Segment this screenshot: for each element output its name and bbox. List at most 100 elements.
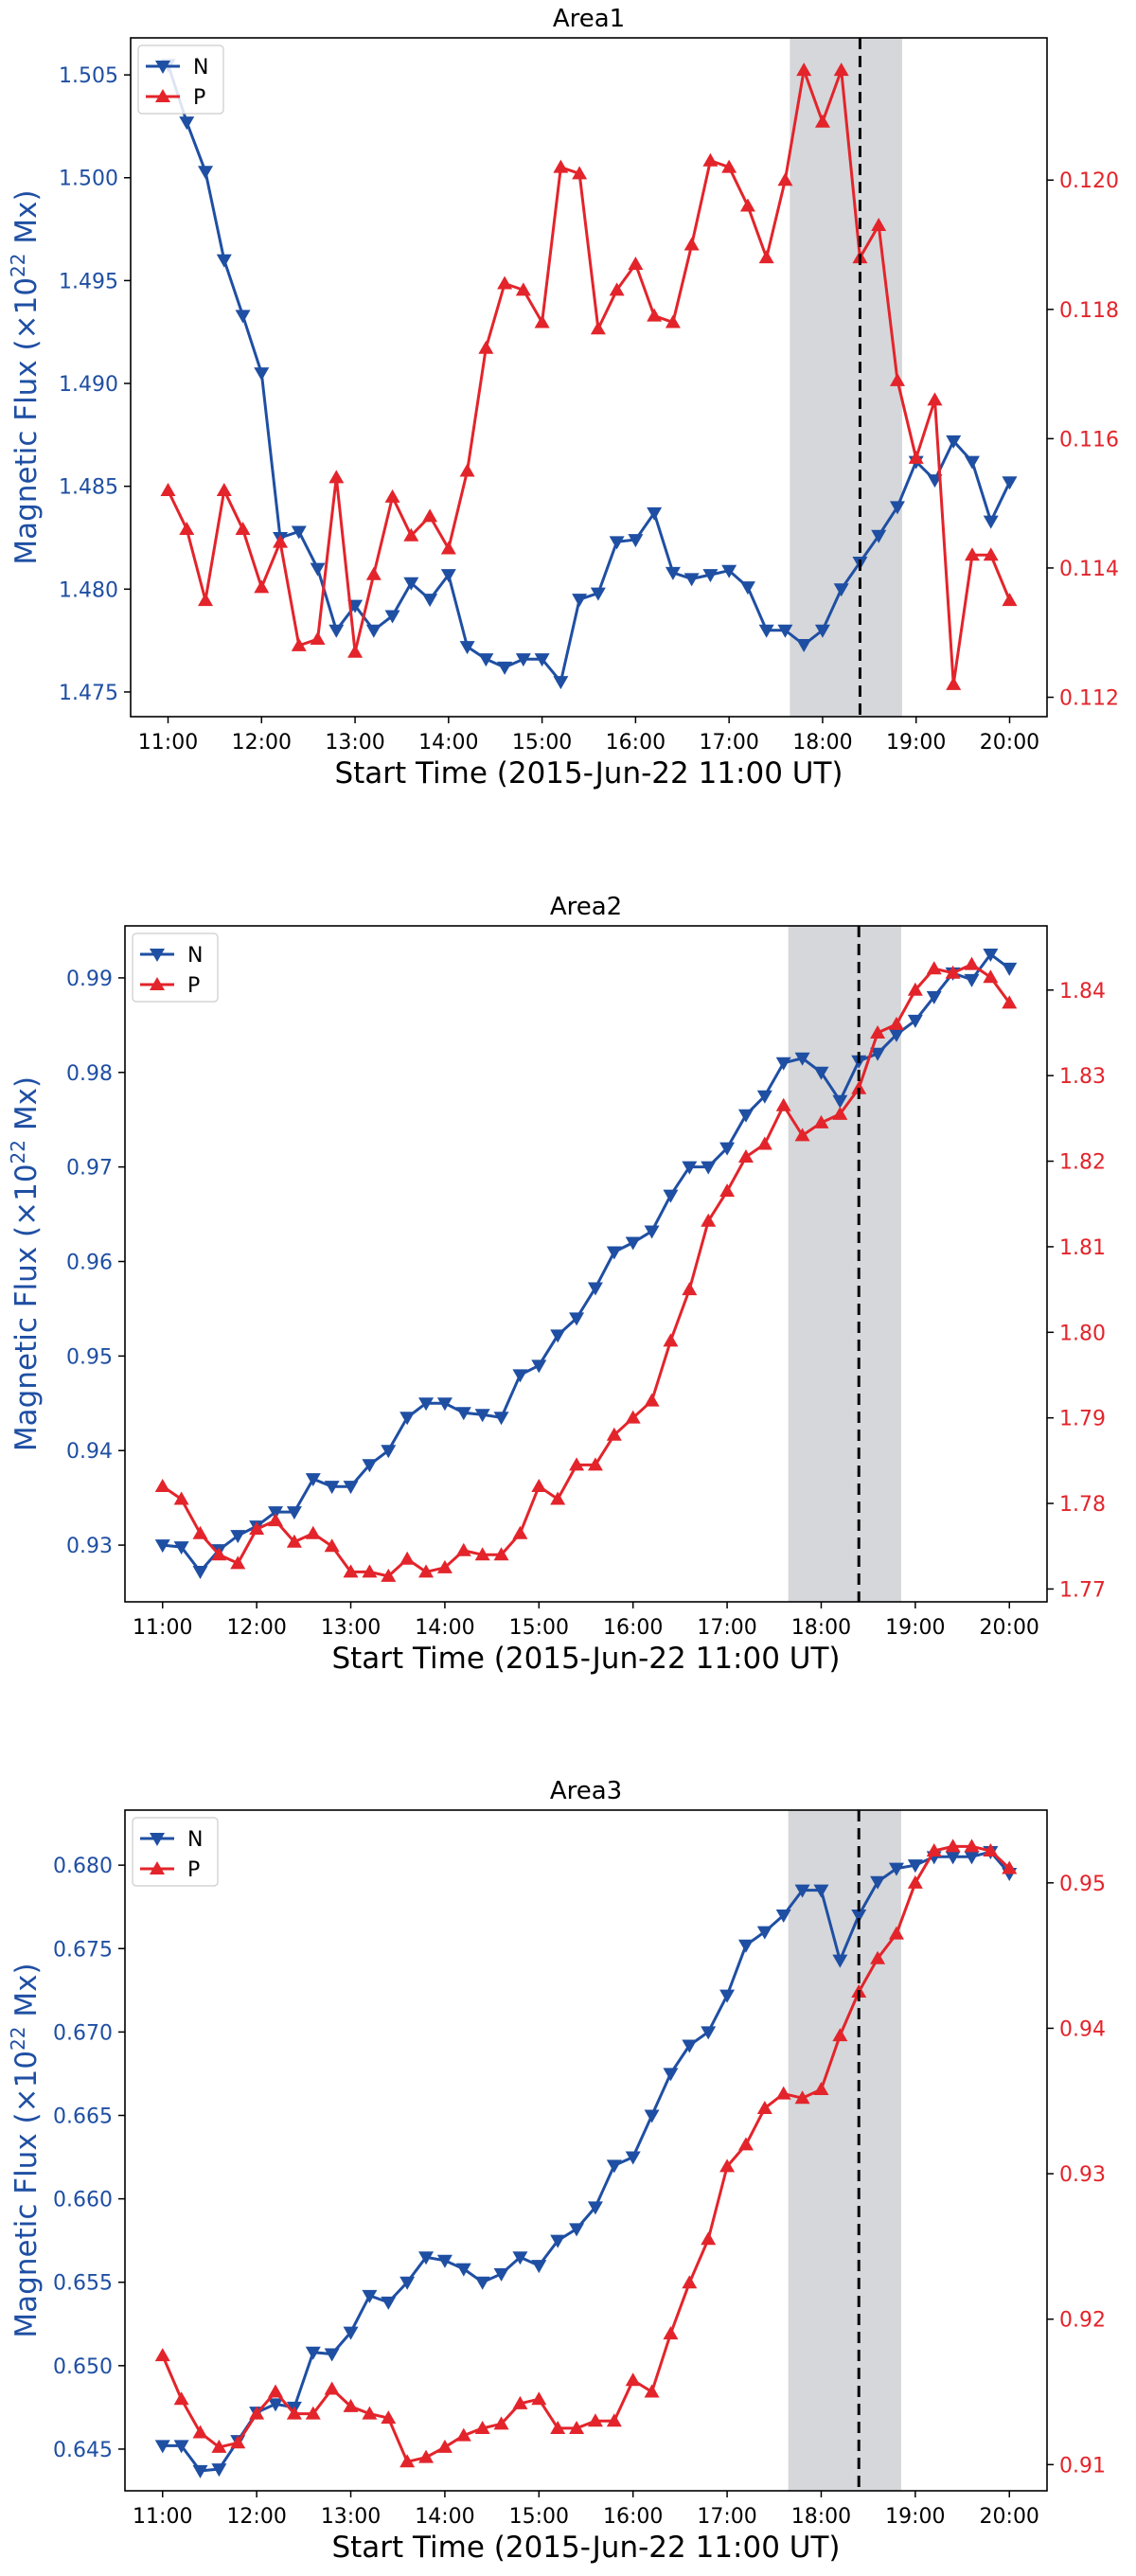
marker-N-23: [587, 2201, 603, 2215]
y-left-tick-label: 0.98: [66, 1062, 113, 1086]
marker-N-33: [775, 1910, 791, 1924]
marker-P-19: [515, 282, 531, 296]
y-left-tick-label: 0.96: [66, 1252, 113, 1275]
marker-P-6: [268, 1513, 284, 1527]
y-left-tick-label: 0.675: [53, 1938, 113, 1962]
marker-N-4: [235, 310, 251, 324]
x-tick-label: 12:00: [226, 2505, 286, 2529]
y-right-tick-label: 0.114: [1059, 558, 1119, 581]
marker-N-14: [418, 2251, 435, 2265]
marker-N-29: [701, 1161, 717, 1175]
marker-N-43: [964, 1851, 980, 1865]
marker-N-14: [422, 594, 438, 608]
marker-P-27: [663, 1333, 679, 1347]
marker-P-36: [832, 1106, 848, 1120]
legend-box: [132, 933, 219, 1003]
marker-P-30: [719, 1183, 736, 1198]
y-axis-label-suffix: Mx): [9, 1076, 44, 1140]
marker-P-9: [324, 1538, 340, 1553]
marker-N-44: [983, 515, 999, 529]
legend-label-P: P: [187, 974, 200, 998]
y-right-tick-label: 1.80: [1059, 1322, 1106, 1345]
marker-N-24: [606, 2159, 622, 2174]
marker-N-20: [531, 1359, 547, 1374]
legend-label-P: P: [187, 1858, 200, 1882]
marker-N-25: [628, 534, 644, 548]
marker-P-39: [889, 372, 905, 386]
marker-P-9: [328, 470, 345, 484]
y-left-tick-label: 0.670: [53, 2021, 113, 2045]
marker-N-15: [440, 569, 456, 583]
marker-N-32: [756, 1090, 772, 1104]
marker-N-9: [328, 624, 345, 638]
marker-P-14: [418, 2449, 435, 2463]
marker-N-2: [198, 166, 214, 180]
y-axis-label-exponent: 22: [7, 253, 29, 276]
y-axis-label-prefix: Magnetic Flux (×10: [9, 1164, 44, 1451]
marker-P-14: [422, 508, 438, 523]
marker-P-40: [907, 982, 923, 996]
marker-P-28: [683, 237, 700, 251]
marker-N-0: [154, 2440, 170, 2454]
marker-P-45: [1002, 995, 1018, 1009]
shaded-interval: [788, 926, 901, 1602]
marker-P-34: [794, 1128, 810, 1142]
legend-marker-N: [150, 949, 165, 962]
x-tick-label: 19:00: [885, 1616, 945, 1640]
marker-N-17: [478, 653, 494, 667]
marker-P-0: [154, 2348, 170, 2362]
marker-P-25: [625, 2372, 641, 2387]
x-tick-label: 16:00: [606, 731, 666, 755]
marker-N-36: [832, 1094, 848, 1109]
y-axis-label-prefix: Magnetic Flux (×10: [9, 277, 44, 565]
y-left-tick-label: 0.655: [53, 2272, 113, 2296]
y-left-tick-label: 0.650: [53, 2355, 113, 2379]
marker-P-34: [796, 62, 812, 77]
x-tick-label: 14:00: [418, 731, 478, 755]
marker-N-19: [512, 1369, 528, 1383]
marker-P-6: [268, 2384, 284, 2398]
marker-P-42: [945, 1839, 961, 1853]
marker-N-6: [268, 2398, 284, 2412]
marker-P-15: [440, 541, 456, 555]
marker-P-4: [230, 2435, 246, 2449]
x-tick-label: 20:00: [980, 731, 1039, 755]
marker-P-27: [665, 314, 681, 329]
marker-P-10: [343, 1564, 359, 1578]
x-tick-label: 13:00: [325, 731, 384, 755]
marker-P-4: [235, 521, 251, 535]
legend-label-N: N: [193, 56, 208, 80]
series-line-P: [167, 64, 1011, 685]
marker-N-7: [291, 525, 307, 540]
marker-P-5: [254, 579, 270, 594]
marker-P-44: [983, 547, 999, 561]
marker-N-6: [268, 1506, 284, 1520]
marker-N-30: [721, 564, 737, 578]
marker-N-25: [625, 1236, 641, 1251]
y-left-tick-label: 1.500: [59, 168, 118, 191]
marker-P-32: [756, 2100, 772, 2114]
marker-N-33: [775, 1057, 791, 1071]
marker-P-22: [572, 166, 588, 180]
chart-panel-1: 11:00 12:00 13:00 14:00 15:00 16:00 17:00 18:00…: [7, 5, 1119, 791]
marker-N-27: [663, 2068, 679, 2082]
marker-P-35: [814, 114, 830, 128]
marker-N-38: [870, 1875, 886, 1890]
marker-N-35: [814, 624, 830, 638]
marker-P-31: [739, 198, 755, 212]
x-tick-label: 11:00: [133, 1616, 192, 1640]
y-right-tick-label: 0.93: [1059, 2163, 1106, 2187]
y-axis-label: Magnetic Flux (×1022 Mx): [7, 1076, 44, 1451]
marker-P-11: [362, 1564, 378, 1578]
marker-N-22: [572, 594, 588, 608]
plot-frame: [130, 37, 1048, 718]
marker-P-25: [628, 257, 644, 270]
marker-P-22: [569, 1457, 585, 1471]
marker-P-20: [531, 2391, 547, 2406]
marker-P-29: [701, 2231, 717, 2246]
legend-box: [137, 44, 224, 115]
marker-N-30: [719, 1142, 736, 1156]
marker-N-4: [230, 1530, 246, 1544]
marker-P-3: [211, 1547, 227, 1561]
marker-P-10: [343, 2398, 359, 2412]
